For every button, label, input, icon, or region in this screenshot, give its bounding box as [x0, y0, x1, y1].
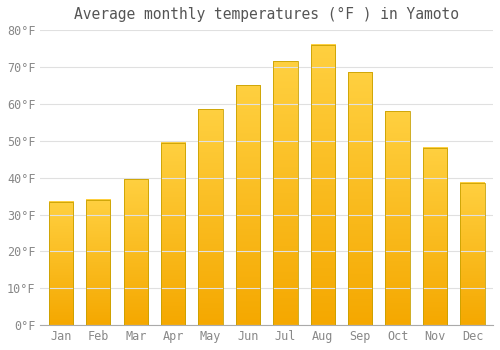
- Bar: [423, 148, 447, 325]
- Bar: [198, 110, 222, 325]
- Bar: [124, 180, 148, 325]
- Bar: [460, 183, 484, 325]
- Bar: [348, 72, 372, 325]
- Bar: [48, 202, 73, 325]
- Bar: [386, 111, 410, 325]
- Bar: [310, 45, 335, 325]
- Title: Average monthly temperatures (°F ) in Yamoto: Average monthly temperatures (°F ) in Ya…: [74, 7, 459, 22]
- Bar: [273, 62, 297, 325]
- Bar: [86, 200, 110, 325]
- Bar: [236, 85, 260, 325]
- Bar: [161, 142, 186, 325]
